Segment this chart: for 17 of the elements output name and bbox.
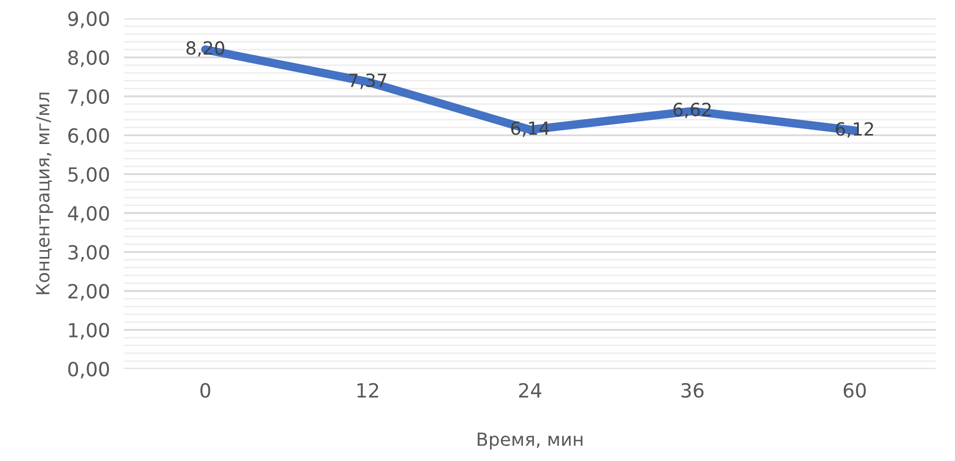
- x-tick-label: 36: [681, 383, 704, 398]
- y-tick-label: 0,00: [68, 362, 109, 378]
- y-tick-label: 2,00: [68, 284, 109, 301]
- x-tick-label: 60: [844, 383, 866, 398]
- x-axis-title: Время, мин: [478, 432, 582, 450]
- x-tick-label: 24: [519, 383, 542, 398]
- y-tick-label: 6,00: [68, 128, 109, 145]
- x-tick-label: 12: [357, 383, 378, 398]
- y-tick-label: 9,00: [68, 11, 109, 28]
- y-tick-label: 1,00: [69, 322, 109, 340]
- x-tick-label: 0: [200, 383, 210, 398]
- y-tick-label: 4,00: [68, 206, 109, 223]
- y-axis-title: Концентрация, мг/мл: [36, 92, 54, 294]
- y-tick-label: 5,00: [68, 167, 109, 184]
- y-tick-label: 3,00: [68, 244, 109, 262]
- y-tick-label: 8,00: [68, 50, 109, 68]
- y-tick-label: 7,00: [68, 89, 109, 106]
